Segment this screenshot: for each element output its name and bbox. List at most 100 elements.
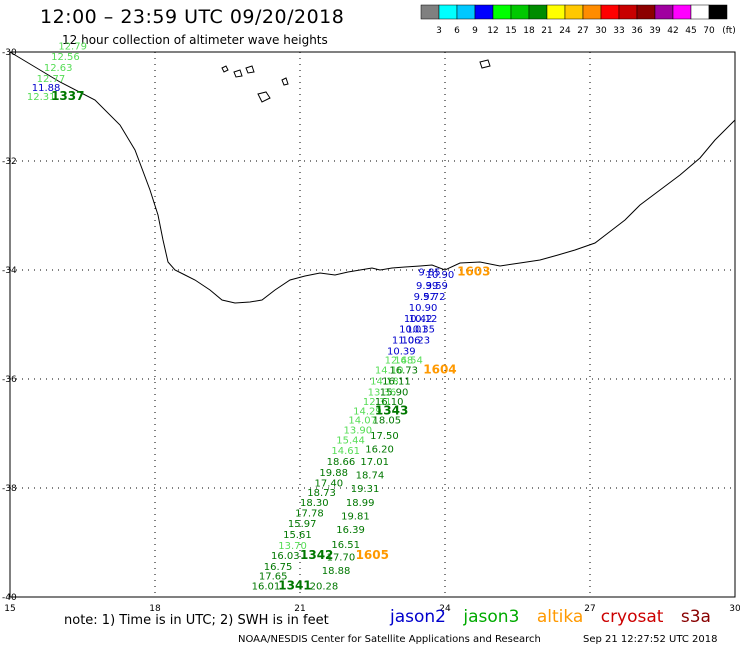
legend-jason2: jason2 bbox=[390, 607, 446, 627]
wave-height-label: 10.39 bbox=[387, 346, 416, 357]
wave-height-label: 12.63 bbox=[44, 63, 73, 74]
colorbar-tick-label: 12 bbox=[487, 26, 498, 36]
longitude-tick: 30 bbox=[729, 604, 740, 614]
wave-height-label: 16.51 bbox=[331, 540, 360, 551]
colorbar-tick-label: 18 bbox=[523, 26, 535, 36]
wave-height-label: 11.06 bbox=[392, 336, 421, 347]
wave-height-label: 10.42 bbox=[404, 314, 433, 325]
latitude-tick: -36 bbox=[2, 375, 17, 385]
pass-id-label: 1341 bbox=[278, 578, 311, 592]
pass-id-label: 1343 bbox=[375, 403, 408, 417]
wave-height-label: 10.23 bbox=[402, 336, 431, 347]
map-frame bbox=[9, 51, 736, 598]
colorbar-swatch bbox=[420, 4, 440, 20]
wave-height-label: 11.88 bbox=[32, 83, 61, 94]
latitude-tick: -34 bbox=[2, 266, 17, 276]
wave-height-colorbar: 3 6 9 12 15 18 21 24 27 30 33 36 39 42 45 70 (ft) bbox=[420, 4, 736, 36]
wave-height-label: 14.29 bbox=[353, 406, 382, 417]
wave-height-label: 12.77 bbox=[37, 74, 66, 85]
wave-height-label: 13.90 bbox=[344, 426, 373, 437]
map-subtitle: 12 hour collection of altimeter wave hei… bbox=[62, 33, 328, 47]
wave-height-label: 17.50 bbox=[370, 431, 399, 442]
colorbar-tick-label: 27 bbox=[577, 26, 588, 36]
wave-height-label: 17.01 bbox=[360, 457, 389, 468]
wave-height-label: 9.57 bbox=[414, 292, 436, 303]
wave-height-label: 17.78 bbox=[295, 508, 324, 519]
colorbar-swatch bbox=[438, 4, 458, 20]
colorbar-swatch bbox=[474, 4, 494, 20]
wave-height-label: 13.36 bbox=[368, 387, 397, 398]
wave-height-label: 17.40 bbox=[315, 478, 344, 489]
colorbar-tick-label: 24 bbox=[559, 26, 571, 36]
colorbar-swatch bbox=[510, 4, 530, 20]
grid-lines bbox=[10, 52, 735, 597]
wave-height-label: 10.01 bbox=[399, 325, 428, 336]
wave-height-label: 16.11 bbox=[382, 376, 411, 387]
colorbar-swatch bbox=[600, 4, 620, 20]
colorbar-swatch bbox=[492, 4, 512, 20]
wave-height-label: 19.31 bbox=[351, 484, 380, 495]
wave-height-label: 16.10 bbox=[375, 397, 404, 408]
legend-cryosat: cryosat bbox=[600, 607, 664, 627]
colorbar-tick-label: 15 bbox=[505, 26, 516, 36]
wave-height-label: 9.39 bbox=[416, 281, 438, 292]
wave-height-label: 19.81 bbox=[341, 512, 370, 523]
wave-height-label: 20.28 bbox=[310, 581, 339, 592]
wave-height-label: 14.10 bbox=[375, 366, 404, 377]
wave-height-label: 18.30 bbox=[300, 498, 329, 509]
pass-id-label: 1605 bbox=[356, 548, 389, 562]
colorbar-tick-label: 70 bbox=[703, 26, 715, 36]
wave-height-label: 9.59 bbox=[426, 281, 448, 292]
colorbar-tick-label: 33 bbox=[613, 26, 624, 36]
colorbar-tick-label: 6 bbox=[454, 26, 460, 36]
map-title: 12:00 – 23:59 UTC 09/20/2018 bbox=[40, 6, 345, 28]
colorbar-swatch bbox=[690, 4, 710, 20]
wave-height-label: 15.44 bbox=[336, 435, 365, 446]
colorbar-swatch bbox=[654, 4, 674, 20]
wave-height-label: 16.73 bbox=[389, 366, 418, 377]
wave-height-label: 9.72 bbox=[423, 292, 445, 303]
wave-height-label: 16.01 bbox=[252, 581, 281, 592]
pass-id-label: 1604 bbox=[423, 363, 456, 377]
colorbar-swatch bbox=[708, 4, 728, 20]
latitude-tick: -30 bbox=[2, 48, 17, 58]
colorbar-tick-label: 9 bbox=[472, 26, 478, 36]
colorbar-swatch bbox=[456, 4, 476, 20]
wave-height-labels: 12.7912.5612.6312.7711.8812.3113379.8510… bbox=[27, 41, 491, 592]
colorbar-swatch bbox=[672, 4, 692, 20]
wave-height-label: 14.61 bbox=[331, 446, 360, 457]
colorbar-tick-label: 30 bbox=[595, 26, 607, 36]
wave-height-label: 16.75 bbox=[264, 562, 293, 573]
wave-height-label: 15.90 bbox=[380, 387, 409, 398]
wave-height-label: 10.12 bbox=[409, 314, 438, 325]
latitude-tick: -38 bbox=[2, 484, 17, 494]
latitude-tick-labels: -30 -32 -34 -36 -38 -40 bbox=[2, 48, 17, 603]
colorbar-tick-label: 21 bbox=[541, 26, 552, 36]
wave-height-label: 14.54 bbox=[394, 356, 423, 367]
wave-height-label: 9.85 bbox=[418, 267, 440, 278]
wave-height-label: 17.65 bbox=[259, 572, 288, 583]
colorbar-swatch bbox=[618, 4, 638, 20]
wave-height-label: 16.39 bbox=[336, 525, 365, 536]
wave-height-label: 10.35 bbox=[406, 325, 435, 336]
legend-jason3: jason3 bbox=[463, 607, 520, 627]
latitude-tick: -40 bbox=[2, 593, 17, 603]
legend-altika: altika bbox=[536, 607, 584, 627]
wave-height-label: 18.05 bbox=[373, 416, 402, 427]
wave-height-label: 17.70 bbox=[327, 552, 356, 563]
wave-height-label: 18.99 bbox=[346, 498, 375, 509]
wave-height-label: 16.20 bbox=[365, 445, 394, 456]
colorbar-tick-label: 42 bbox=[667, 26, 678, 36]
colorbar-tick-label: 45 bbox=[685, 26, 696, 36]
colorbar-tick-label: 36 bbox=[631, 26, 643, 36]
wave-height-label: 10.90 bbox=[426, 270, 455, 281]
credit-timestamp: Sep 21 12:27:52 UTC 2018 bbox=[583, 634, 718, 645]
wave-height-label: 19.88 bbox=[319, 468, 348, 479]
pass-id-label: 1342 bbox=[300, 548, 333, 562]
wave-height-label: 14.07 bbox=[348, 416, 377, 427]
colorbar-tick-label: 39 bbox=[649, 26, 661, 36]
wave-height-label: 18.73 bbox=[307, 488, 336, 499]
wave-height-label: 18.88 bbox=[322, 566, 351, 577]
wave-height-label: 13.70 bbox=[278, 541, 307, 552]
